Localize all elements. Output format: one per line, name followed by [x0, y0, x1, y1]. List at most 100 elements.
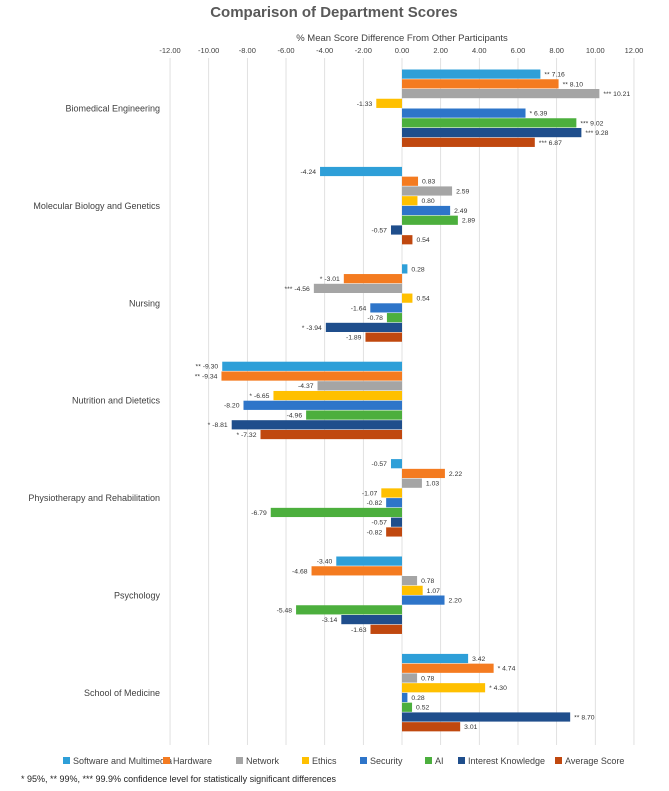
x-tick-label: 8.00	[549, 46, 564, 55]
bar	[402, 137, 535, 147]
category-label: Nursing	[129, 298, 160, 308]
data-label: -1.07	[362, 490, 378, 497]
data-label: 2.89	[462, 218, 475, 225]
bar	[402, 585, 423, 595]
bar	[402, 205, 451, 216]
x-tick-label: 4.00	[472, 46, 487, 55]
data-label: * -6.65	[249, 393, 269, 400]
data-label: 1.03	[426, 481, 439, 488]
data-label: ** -9.34	[195, 373, 218, 380]
x-axis-title: % Mean Score Difference From Other Parti…	[296, 33, 508, 44]
legend-entry: Average Score	[565, 756, 624, 766]
legend-entry: Ethics	[312, 756, 337, 766]
data-label: 0.78	[421, 675, 434, 682]
x-tick-label: -4.00	[316, 46, 333, 55]
data-label: -1.33	[357, 101, 373, 108]
legend-entry: Interest Knowledge	[468, 756, 545, 766]
bar	[402, 215, 458, 225]
bar	[273, 390, 402, 401]
data-label: 1.07	[427, 588, 440, 595]
legend-swatch	[302, 757, 309, 764]
data-label: -0.57	[371, 520, 387, 527]
bar	[313, 283, 402, 293]
bar	[341, 615, 402, 625]
category-label: Nutrition and Dietetics	[72, 396, 161, 406]
data-label: ** 8.10	[563, 81, 584, 88]
data-label: -8.20	[224, 403, 240, 410]
bar	[402, 663, 494, 673]
category-label: Biomedical Engineering	[65, 104, 160, 114]
data-label: 2.59	[456, 188, 469, 195]
data-label: 0.28	[411, 266, 424, 273]
legend-entry: Hardware	[173, 756, 212, 766]
data-label: *** 9.02	[580, 120, 603, 127]
bar	[402, 683, 486, 693]
data-label: -0.82	[367, 529, 383, 536]
legend-swatch	[163, 757, 170, 764]
x-tick-label: -8.00	[239, 46, 256, 55]
legend-entry: AI	[435, 756, 444, 766]
bar	[370, 624, 402, 634]
bar	[402, 235, 413, 245]
data-label: 0.54	[416, 237, 429, 244]
bar	[317, 381, 402, 391]
x-tick-label: 6.00	[511, 46, 526, 55]
data-label: -4.68	[292, 568, 308, 575]
legend-swatch	[63, 757, 70, 764]
data-label: -0.82	[367, 500, 383, 507]
legend: Software and Multimedia Hardware Network Et…	[63, 756, 624, 766]
data-label: 0.28	[411, 695, 424, 702]
data-label: -4.96	[287, 412, 303, 419]
data-label: *** 10.21	[603, 91, 630, 98]
data-label: -4.24	[301, 169, 317, 176]
bar	[386, 313, 402, 323]
category-label: Physiotherapy and Rehabilitation	[28, 493, 160, 503]
bar	[402, 69, 541, 79]
data-label: 2.20	[449, 598, 462, 605]
bar	[222, 361, 402, 371]
bar	[402, 79, 559, 89]
x-tick-label: -6.00	[277, 46, 294, 55]
bar	[402, 293, 413, 303]
bar	[325, 322, 402, 332]
chart-title: Comparison of Department Scores	[210, 4, 458, 21]
bar-series: ** 7.16 ** 8.10 *** 10.21 -1.33 * 6.39 *** 9.…	[195, 69, 630, 732]
bar	[390, 459, 402, 469]
data-label: 0.78	[421, 578, 434, 585]
data-label: 3.42	[472, 656, 485, 663]
bar	[402, 128, 582, 138]
category-label: Psychology	[114, 591, 161, 601]
data-label: -1.64	[351, 305, 367, 312]
legend-entry: Software and Multimedia	[73, 756, 172, 766]
legend-entry: Security	[370, 756, 403, 766]
bar	[402, 108, 526, 118]
bar	[390, 517, 402, 527]
data-label: ** 7.16	[544, 72, 565, 79]
category-label: School of Medicine	[84, 688, 160, 698]
data-label: 2.49	[454, 208, 467, 215]
data-label: *** -4.56	[285, 286, 311, 293]
legend-entry: Network	[246, 756, 280, 766]
bar	[311, 566, 402, 576]
data-label: * 4.30	[489, 685, 507, 692]
x-tick-labels: -12.00 -10.00 -8.00 -6.00 -4.00 -2.00 0.00 2.00…	[159, 46, 643, 55]
bar	[386, 498, 402, 508]
bar	[336, 556, 402, 566]
legend-swatch	[360, 757, 367, 764]
data-label: * -3.94	[302, 325, 322, 332]
data-label: -1.63	[351, 627, 367, 634]
data-label: * 4.74	[498, 666, 516, 673]
data-label: -0.78	[367, 315, 383, 322]
data-label: *** 9.28	[585, 130, 608, 137]
data-label: -6.79	[251, 510, 267, 517]
data-label: * -8.81	[208, 422, 228, 429]
bar	[260, 429, 402, 440]
bar	[376, 98, 402, 108]
x-tick-label: -2.00	[355, 46, 372, 55]
legend-swatch	[425, 757, 432, 764]
data-label: -4.37	[298, 383, 314, 390]
bar	[296, 605, 402, 615]
bar	[306, 410, 402, 420]
bar	[402, 89, 600, 99]
